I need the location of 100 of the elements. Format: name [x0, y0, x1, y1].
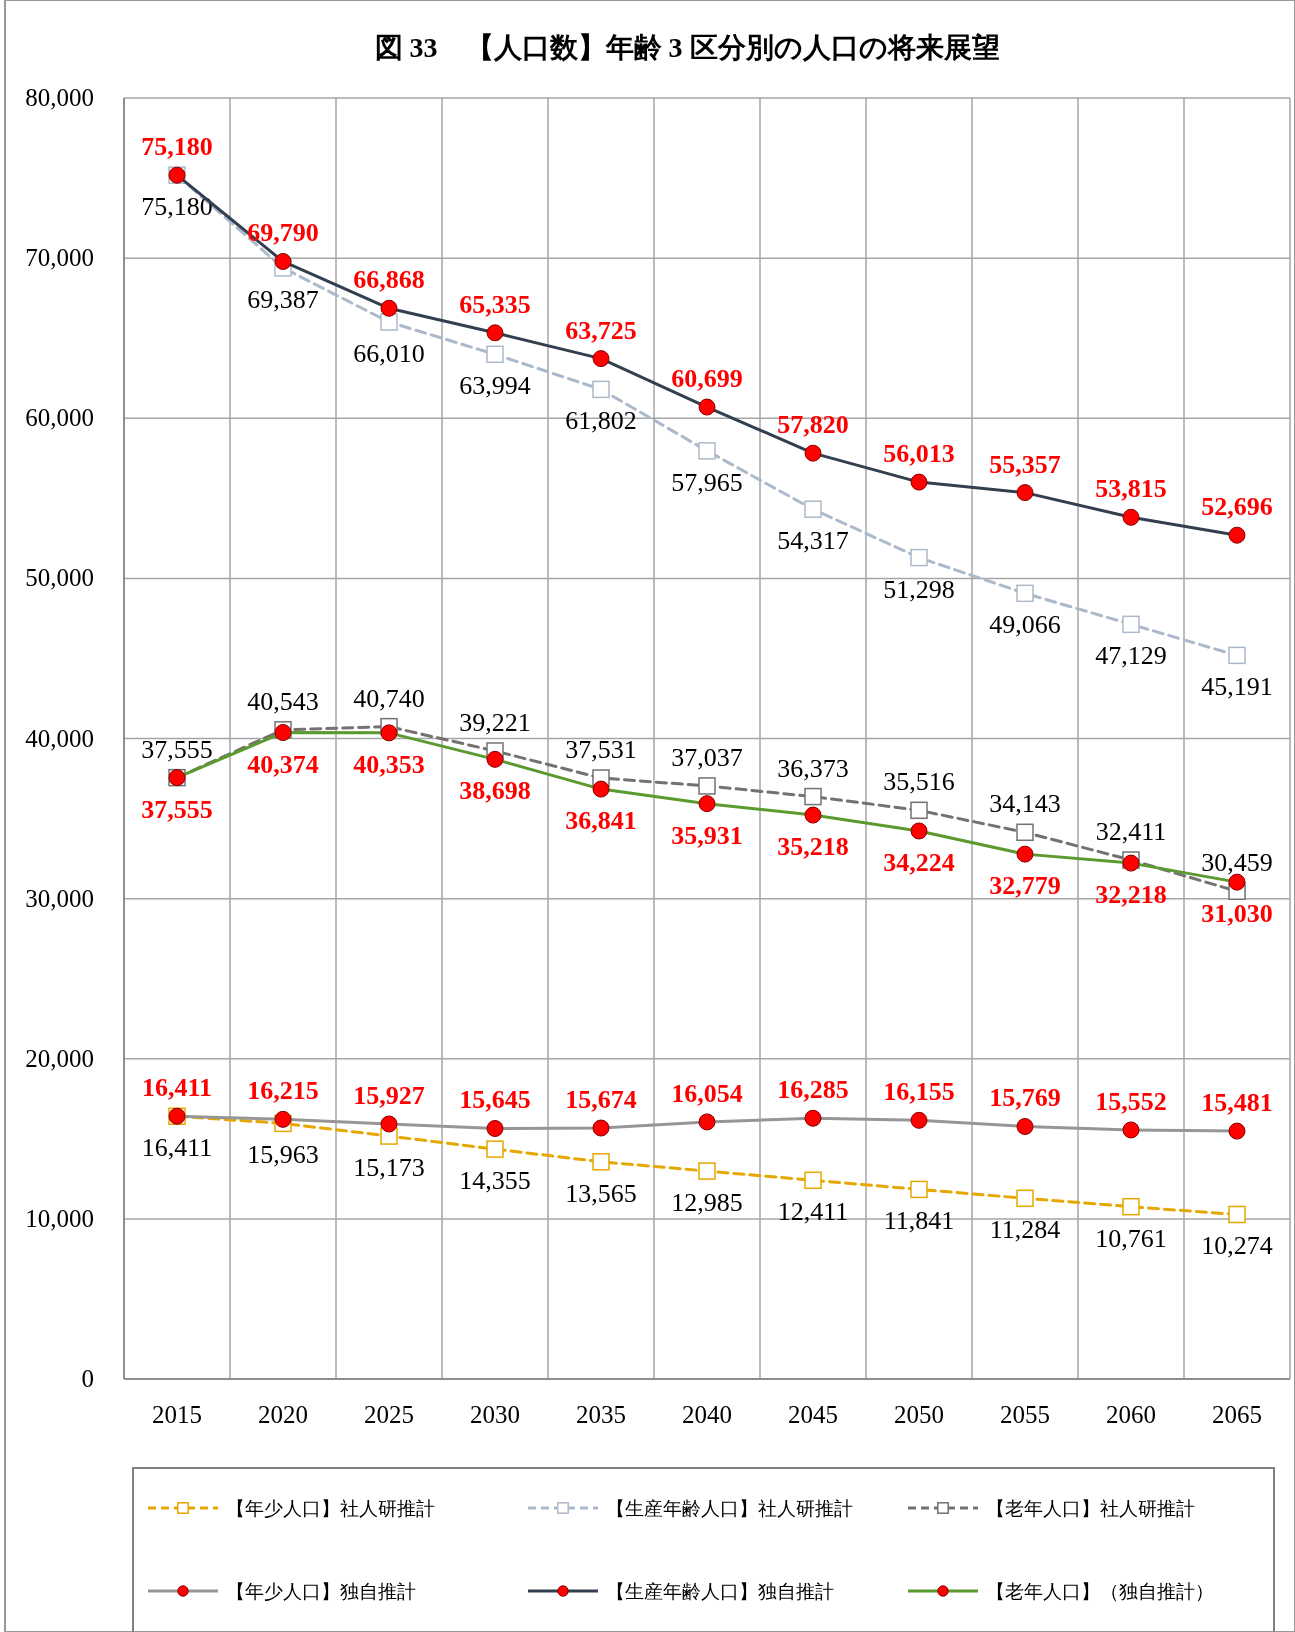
data-label: 36,373: [777, 753, 849, 783]
data-label: 35,931: [671, 820, 743, 850]
data-label: 35,516: [883, 767, 955, 797]
y-tick-label: 20,000: [25, 1044, 94, 1072]
legend-label: 【年少人口】独自推計: [226, 1581, 416, 1602]
legend-label: 【老年人口】（独自推計）: [986, 1581, 1214, 1602]
y-tick-label: 60,000: [25, 404, 94, 432]
data-label: 32,218: [1095, 880, 1167, 910]
data-label: 66,010: [353, 339, 425, 369]
data-label: 54,317: [777, 526, 849, 556]
data-label: 51,298: [883, 574, 955, 604]
data-label: 11,841: [883, 1206, 955, 1236]
data-label: 14,355: [459, 1166, 531, 1196]
data-label: 15,769: [989, 1083, 1061, 1113]
data-label: 11,284: [989, 1215, 1061, 1245]
data-label: 47,129: [1095, 641, 1167, 671]
data-label: 16,155: [883, 1077, 955, 1107]
x-tick-label: 2055: [1000, 1401, 1050, 1428]
data-label: 15,674: [565, 1085, 637, 1115]
y-tick-label: 10,000: [25, 1204, 94, 1232]
data-label: 15,927: [353, 1080, 425, 1110]
data-label: 16,285: [777, 1075, 849, 1105]
data-label: 65,335: [459, 289, 531, 319]
data-label: 57,965: [671, 467, 743, 497]
point: [486, 345, 504, 364]
point: [1122, 1197, 1140, 1216]
point: [698, 1162, 716, 1180]
data-label: 13,565: [565, 1178, 637, 1208]
point: [804, 1171, 822, 1190]
data-label: 10,761: [1095, 1223, 1167, 1253]
y-tick-label: 0: [81, 1365, 94, 1392]
data-label: 15,963: [247, 1140, 319, 1170]
point: [1016, 1189, 1034, 1208]
data-label: 75,180: [141, 132, 213, 162]
data-label: 63,994: [459, 371, 531, 401]
y-tick-label: 80,000: [25, 84, 94, 111]
data-label: 31,030: [1201, 899, 1273, 929]
data-label: 12,411: [777, 1197, 849, 1227]
point: [910, 1180, 928, 1199]
data-label: 40,353: [353, 749, 425, 779]
data-label: 34,143: [989, 789, 1061, 819]
data-label: 40,740: [353, 683, 425, 713]
x-tick-label: 2045: [788, 1401, 838, 1428]
data-label: 37,555: [141, 794, 213, 824]
data-label: 15,481: [1201, 1088, 1273, 1118]
data-label: 53,815: [1095, 474, 1167, 504]
point: [804, 500, 822, 518]
x-tick-label: 2065: [1212, 1401, 1262, 1428]
point: [804, 787, 822, 806]
legend-label: 【年少人口】社人研推計: [226, 1498, 435, 1519]
point: [1016, 584, 1034, 603]
data-label: 57,820: [777, 410, 849, 440]
point: [1228, 646, 1246, 665]
point: [486, 1140, 504, 1158]
data-label: 39,221: [459, 707, 531, 737]
data-label: 35,218: [777, 832, 849, 862]
legend-label: 【生産年齢人口】社人研推計: [606, 1498, 853, 1519]
data-label: 52,696: [1201, 492, 1273, 522]
point: [592, 380, 610, 399]
data-label: 38,698: [459, 776, 531, 806]
data-label: 55,357: [989, 449, 1061, 479]
x-tick-label: 2035: [576, 1401, 626, 1428]
data-label: 10,274: [1201, 1231, 1273, 1261]
x-tick-label: 2025: [364, 1401, 414, 1428]
data-label: 56,013: [883, 439, 955, 469]
legend-label: 【生産年齢人口】独自推計: [606, 1581, 834, 1602]
data-label: 45,191: [1201, 672, 1273, 702]
data-label: 30,459: [1201, 848, 1273, 878]
point: [592, 1153, 610, 1171]
data-label: 16,054: [671, 1078, 743, 1108]
data-label: 15,552: [1095, 1086, 1167, 1116]
data-label: 37,531: [565, 735, 637, 765]
data-label: 16,411: [141, 1073, 213, 1103]
data-label: 12,985: [671, 1188, 743, 1218]
chart-title: 図 33 【人口数】年齢 3 区分別の人口の将来展望: [374, 32, 1000, 63]
data-label: 75,180: [141, 192, 213, 222]
data-label: 66,868: [353, 265, 425, 295]
data-label: 69,387: [247, 284, 319, 314]
x-tick-label: 2040: [682, 1401, 732, 1428]
data-label: 63,725: [565, 315, 637, 345]
x-tick-label: 2015: [152, 1401, 202, 1428]
point: [698, 777, 716, 795]
data-label: 32,411: [1095, 817, 1167, 847]
data-label: 61,802: [565, 406, 637, 436]
point: [1016, 823, 1034, 842]
data-label: 15,173: [353, 1153, 425, 1183]
point: [1122, 615, 1140, 634]
y-tick-label: 70,000: [25, 244, 94, 272]
data-label: 36,841: [565, 806, 637, 836]
y-tick-label: 50,000: [25, 564, 94, 592]
x-tick-label: 2020: [258, 1401, 308, 1428]
data-label: 49,066: [989, 610, 1061, 640]
data-label: 16,411: [141, 1133, 213, 1163]
y-tick-label: 40,000: [25, 724, 94, 752]
data-label: 37,037: [671, 742, 743, 772]
point: [1228, 1205, 1246, 1224]
data-label: 32,779: [989, 871, 1061, 901]
x-tick-label: 2060: [1106, 1401, 1156, 1428]
y-tick-label: 30,000: [25, 884, 94, 912]
data-label: 40,543: [247, 686, 319, 716]
